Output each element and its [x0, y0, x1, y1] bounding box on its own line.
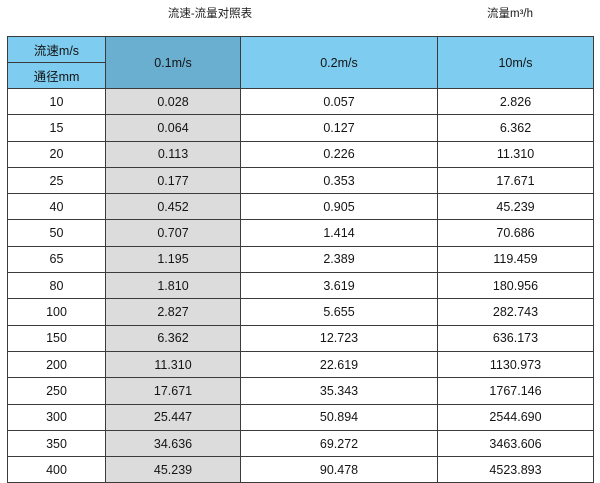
- cell-flow-at-0-2-ms: 1.414: [240, 219, 438, 247]
- caption-row: 流速-流量对照表 流量m³/h: [0, 0, 600, 36]
- cell-nominal-diameter: 65: [7, 245, 106, 274]
- table-main-title: 流速-流量对照表: [167, 8, 253, 20]
- cell-flow-at-10-ms: 180.956: [437, 272, 594, 300]
- cell-nominal-diameter: 250: [7, 377, 106, 405]
- cell-nominal-diameter: 25: [7, 166, 106, 195]
- cell-nominal-diameter: 300: [7, 403, 106, 431]
- cell-nominal-diameter: 50: [7, 219, 106, 247]
- cell-flow-at-0-1-ms: 45.239: [105, 456, 241, 483]
- table-row: 80 1.810 3.619 180.956: [7, 272, 594, 300]
- cell-flow-at-10-ms: 2544.690: [437, 403, 594, 431]
- cell-flow-at-0-1-ms: 6.362: [105, 324, 241, 352]
- cell-flow-at-0-1-ms: 0.707: [105, 219, 241, 247]
- cell-flow-at-0-1-ms: 1.810: [105, 272, 241, 300]
- header-row-bottom: 通径mm: [7, 62, 594, 89]
- table-row: 300 25.447 50.894 2544.690: [7, 403, 594, 431]
- cell-flow-at-0-1-ms: 25.447: [105, 403, 241, 431]
- cell-flow-at-10-ms: 636.173: [437, 324, 594, 352]
- cell-flow-at-10-ms: 6.362: [437, 114, 594, 142]
- cell-flow-at-0-1-ms: 0.064: [105, 114, 241, 142]
- cell-nominal-diameter: 20: [7, 140, 106, 168]
- table-row: 250 17.671 35.343 1767.146: [7, 377, 594, 405]
- table-row: 150 6.362 12.723 636.173: [7, 324, 594, 352]
- table-row: 25 0.177 0.353 17.671: [7, 166, 594, 195]
- table-row: 100 2.827 5.655 282.743: [7, 298, 594, 326]
- cell-flow-at-0-1-ms: 17.671: [105, 377, 241, 405]
- cell-flow-at-10-ms: 2.826: [437, 87, 594, 116]
- cell-flow-at-0-1-ms: 2.827: [105, 298, 241, 326]
- table-row: 40 0.452 0.905 45.239: [7, 193, 594, 221]
- cell-flow-at-0-2-ms: 0.226: [240, 140, 438, 168]
- cell-flow-at-0-1-ms: 1.195: [105, 245, 241, 274]
- cell-flow-at-10-ms: 17.671: [437, 166, 594, 195]
- cell-flow-at-0-2-ms: 35.343: [240, 377, 438, 405]
- cell-flow-at-10-ms: 1130.973: [437, 350, 594, 379]
- cell-flow-at-0-1-ms: 0.113: [105, 140, 241, 168]
- cell-flow-at-0-2-ms: 0.057: [240, 87, 438, 116]
- table-row: 10 0.028 0.057 2.826: [7, 87, 594, 116]
- cell-nominal-diameter: 400: [7, 456, 106, 483]
- cell-flow-at-0-1-ms: 11.310: [105, 350, 241, 379]
- cell-flow-at-10-ms: 282.743: [437, 298, 594, 326]
- table-body: 10 0.028 0.057 2.826 15 0.064 0.127 6.362 20 0.11…: [7, 87, 594, 483]
- header-row-top: 流速m/s 0.1m/s 0.2m/s 10m/s: [7, 36, 594, 89]
- table-row: 20 0.113 0.226 11.310: [7, 140, 594, 168]
- cell-flow-at-0-2-ms: 0.905: [240, 193, 438, 221]
- cell-flow-at-10-ms: 1767.146: [437, 377, 594, 405]
- column-header-0-1-ms: 0.1m/s: [105, 36, 241, 89]
- corner-header-velocity-unit: 流速m/s: [7, 36, 106, 63]
- corner-header-diameter-unit: 通径mm: [7, 62, 106, 89]
- table-row: 65 1.195 2.389 119.459: [7, 245, 594, 274]
- cell-nominal-diameter: 350: [7, 429, 106, 458]
- table-row: 350 34.636 69.272 3463.606: [7, 429, 594, 458]
- cell-flow-at-0-2-ms: 0.127: [240, 114, 438, 142]
- cell-nominal-diameter: 15: [7, 114, 106, 142]
- cell-flow-at-0-1-ms: 0.028: [105, 87, 241, 116]
- flow-velocity-comparison-table: 流速m/s 0.1m/s 0.2m/s 10m/s 通径mm 10 0.028 0.…: [7, 36, 594, 483]
- cell-nominal-diameter: 10: [7, 87, 106, 116]
- cell-flow-at-0-2-ms: 3.619: [240, 272, 438, 300]
- cell-flow-at-0-1-ms: 34.636: [105, 429, 241, 458]
- cell-nominal-diameter: 150: [7, 324, 106, 352]
- table-row: 400 45.239 90.478 4523.893: [7, 456, 594, 483]
- table-row: 200 11.310 22.619 1130.973: [7, 350, 594, 379]
- cell-flow-at-10-ms: 3463.606: [437, 429, 594, 458]
- table-row: 50 0.707 1.414 70.686: [7, 219, 594, 247]
- cell-flow-at-0-2-ms: 0.353: [240, 166, 438, 195]
- cell-flow-at-10-ms: 45.239: [437, 193, 594, 221]
- cell-flow-at-0-1-ms: 0.177: [105, 166, 241, 195]
- cell-nominal-diameter: 200: [7, 350, 106, 379]
- cell-flow-at-0-2-ms: 50.894: [240, 403, 438, 431]
- table-header: 流速m/s 0.1m/s 0.2m/s 10m/s 通径mm: [7, 36, 594, 89]
- cell-nominal-diameter: 40: [7, 193, 106, 221]
- cell-nominal-diameter: 80: [7, 272, 106, 300]
- column-header-0-2-ms: 0.2m/s: [240, 36, 438, 89]
- table-unit-label: 流量m³/h: [487, 8, 533, 20]
- table-row: 15 0.064 0.127 6.362: [7, 114, 594, 142]
- cell-flow-at-10-ms: 4523.893: [437, 456, 594, 483]
- column-header-10-ms: 10m/s: [437, 36, 594, 89]
- cell-nominal-diameter: 100: [7, 298, 106, 326]
- cell-flow-at-0-2-ms: 2.389: [240, 245, 438, 274]
- cell-flow-at-0-2-ms: 69.272: [240, 429, 438, 458]
- cell-flow-at-0-2-ms: 90.478: [240, 456, 438, 483]
- cell-flow-at-10-ms: 70.686: [437, 219, 594, 247]
- cell-flow-at-10-ms: 119.459: [437, 245, 594, 274]
- cell-flow-at-0-1-ms: 0.452: [105, 193, 241, 221]
- cell-flow-at-0-2-ms: 22.619: [240, 350, 438, 379]
- cell-flow-at-10-ms: 11.310: [437, 140, 594, 168]
- cell-flow-at-0-2-ms: 5.655: [240, 298, 438, 326]
- flow-velocity-table-container: 流速m/s 0.1m/s 0.2m/s 10m/s 通径mm 10 0.028 0.…: [7, 36, 594, 483]
- cell-flow-at-0-2-ms: 12.723: [240, 324, 438, 352]
